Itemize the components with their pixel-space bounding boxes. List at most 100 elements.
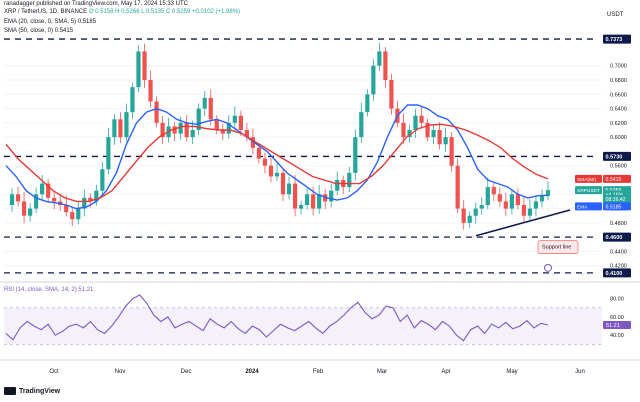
candle-body [118,119,123,138]
tag-value-box [603,202,631,211]
candle-body [431,130,436,138]
x-tick-label: Dec [181,369,192,375]
candle-body [383,51,388,80]
x-tick-label: Oct [49,369,59,375]
candle-body [298,205,304,209]
candle-body [371,65,376,95]
level-tag [603,268,631,278]
price-tags: SMA(50)0.5415XRPUSDT0.5259+4.16%08:26:42… [575,174,631,211]
candle-body [509,194,514,209]
rsi-legend[interactable]: RSI (14, close, SMA, 14, 2) 51.21 [4,287,94,293]
candle-body [268,165,274,177]
sma-line [5,123,549,203]
ema-legend[interactable]: EMA (20, close, 0, SMA, 5) 0.5185 [4,19,97,25]
level-label: 0.4600 [606,235,623,241]
y-tick-label: 0.5600 [610,164,627,170]
moving-averages [5,104,549,210]
tag-name: XRPUSDT [577,188,600,194]
candle-body [527,208,533,216]
candle-body [449,137,454,166]
y-tick-label: 0.6000 [610,135,627,141]
tag-name: EMA [577,204,588,210]
candle-body [419,115,424,123]
candle-body [377,51,382,66]
candle-body [401,122,406,138]
candle-body [202,97,207,109]
sma-legend[interactable]: SMA (50, close, 0) 0.5415 [4,28,74,34]
candle-body [76,208,81,220]
candle-body [280,172,286,195]
candle-body [491,187,496,195]
price-grid [4,65,602,267]
candle-body [88,197,93,202]
candle-body [317,194,322,209]
tradingview-logo-icon [4,387,16,395]
candle-body [443,137,448,145]
candle-body [467,215,472,223]
x-tick-label: Nov [115,369,126,375]
candle-body [160,122,165,138]
rsi-tick-label: 40.00 [610,333,624,339]
candle-body [305,194,310,205]
ema-line [5,104,549,210]
support-label-box [537,240,579,255]
candle-body [244,130,249,138]
candle-body [479,205,484,209]
candle-body [425,122,430,138]
candle-body [70,212,75,220]
y-tick-label: 0.4800 [610,221,627,227]
level-label: 0.4100 [606,271,623,277]
candle-body [473,208,478,216]
candles [9,42,551,230]
rsi-tick-label: 80.00 [610,297,624,303]
rsi-value-label: 51.21 [606,323,620,329]
candle-body [124,112,129,138]
candle-body [208,97,213,120]
candle-body [485,187,490,205]
candle-body [461,208,466,223]
tag-name-box [575,186,602,195]
candle-body [178,122,183,134]
level-tag [603,151,631,161]
candle-body [40,183,45,195]
candle-body [184,122,189,138]
rsi-pane: 80.00 60.00 40.00 51.21 [0,281,640,345]
y-tick-label: 0.6400 [610,107,627,113]
candle-body [190,130,195,138]
candle-body [311,194,316,209]
level-label: 0.5730 [606,154,623,160]
x-tick-label: May [506,369,517,375]
candle-body [172,126,177,134]
x-tick-label: 2024 [245,369,259,375]
candle-body [142,51,147,80]
rsi-tick-label: 60.00 [610,315,624,321]
candle-body [232,115,237,123]
symbol-line[interactable]: XRP / TetherUS, 1D, BINANCE O 0.5158 H 0… [4,9,240,15]
candle-body [64,205,69,213]
candle-body [100,169,105,191]
y-tick-label: 0.6800 [610,78,627,84]
candle-body [407,130,412,138]
candle-body [154,101,159,123]
candle-body [196,108,201,130]
candle-body [250,137,256,148]
candle-body [15,194,21,202]
y-tick-label: 0.6600 [610,92,627,98]
level-tag [603,232,631,242]
candle-body [262,158,268,166]
candle-body [148,80,153,102]
tag-value: 08:26:42 [606,197,626,203]
support-line-annotation: Support line [475,209,579,272]
candle-body [521,205,527,216]
time-axis: Oct Nov Dec 2024 Feb Mar Apr May Jun [0,359,640,375]
candle-body [359,112,364,138]
candle-body [533,201,539,209]
symbol-title: XRP / TetherUS, 1D, BINANCE [4,9,88,15]
currency-label: USDT [607,12,624,18]
candle-body [130,87,135,113]
candle-body [292,183,298,209]
x-tick-label: Apr [441,369,450,375]
tradingview-logo-text: TradingView [19,387,61,395]
tradingview-logo[interactable]: TradingView [4,387,60,395]
candle-body [136,51,141,88]
